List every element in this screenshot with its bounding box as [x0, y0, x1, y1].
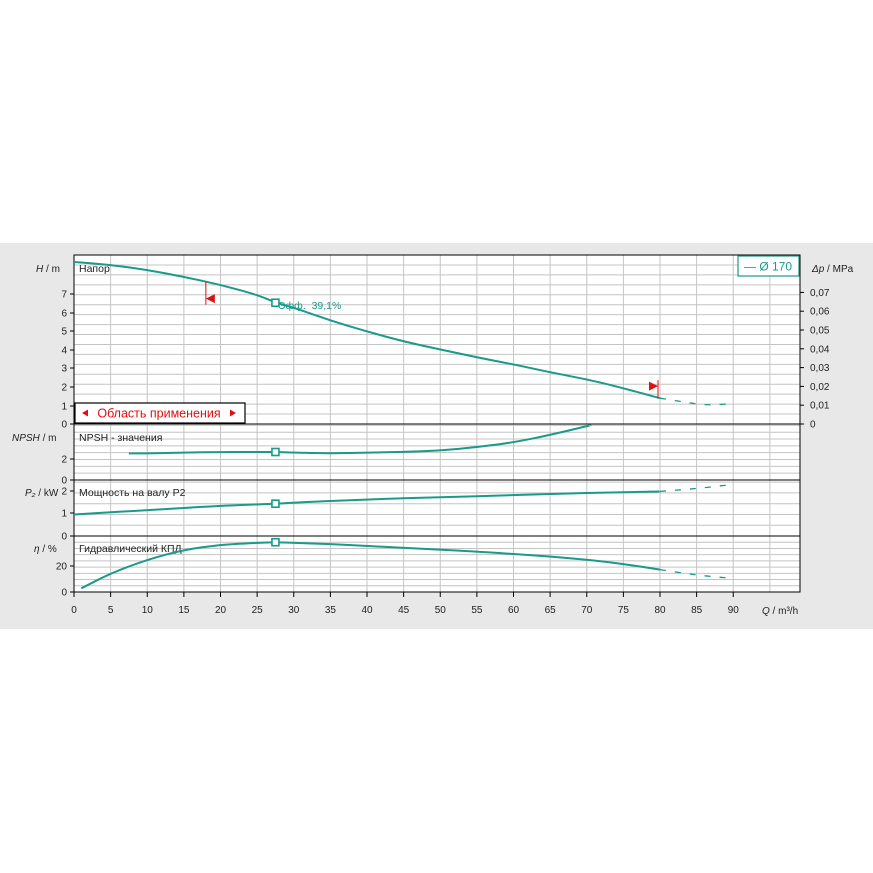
chart-legend: — Ø 170	[737, 255, 800, 277]
x-tick-label: 10	[142, 605, 154, 616]
y-tick-label-head: 0	[61, 420, 67, 431]
legend-label: — Ø 170	[744, 260, 792, 274]
y-tick-label-power: 1	[61, 509, 67, 520]
range-min-flag-icon	[205, 294, 215, 304]
x-tick-label: 65	[545, 605, 557, 616]
y-axis-label-efficiency: η / %	[34, 544, 57, 555]
y2-tick-label: 0,07	[810, 288, 830, 299]
y-tick-label-head: 7	[61, 290, 67, 301]
x-tick-label: 60	[508, 605, 520, 616]
duty-point-marker-npsh	[271, 447, 280, 457]
x-tick-label: 45	[398, 605, 410, 616]
x-tick-label: 70	[581, 605, 593, 616]
x-tick-label: 5	[108, 605, 114, 616]
application-range-label: Область применения	[97, 407, 220, 421]
panel-title-head: Напор	[79, 263, 110, 275]
y-tick-label-npsh: 2	[61, 455, 67, 466]
y2-axis-label-pressure: Δp / MPa	[811, 264, 854, 275]
x-tick-label: 50	[435, 605, 447, 616]
x-tick-label: 0	[71, 605, 77, 616]
y-tick-label-efficiency: 0	[61, 588, 67, 599]
x-axis-label: Q / m³/h	[762, 606, 798, 617]
curve-efficiency	[80, 541, 661, 590]
y2-tick-label: 0,05	[810, 326, 830, 337]
curve-head-extension	[659, 397, 734, 406]
x-tick-label: 15	[178, 605, 190, 616]
y-tick-label-npsh: 0	[61, 476, 67, 487]
y-axis-label-power: P₂ / kW	[25, 488, 59, 499]
y-tick-label-head: 6	[61, 309, 67, 320]
x-tick-label: 85	[691, 605, 703, 616]
panel-title-npsh: NPSH - значения	[79, 432, 162, 444]
y2-tick-label: 0	[810, 420, 816, 431]
application-range-box: Область применения	[74, 402, 246, 424]
curve-npsh	[128, 424, 592, 455]
x-tick-label: 30	[288, 605, 300, 616]
y-tick-label-head: 3	[61, 364, 67, 375]
duty-point-marker-head	[271, 298, 280, 308]
y-tick-label-efficiency: 20	[56, 562, 68, 573]
x-tick-label: 75	[618, 605, 630, 616]
curve-power	[73, 490, 661, 516]
x-tick-label: 80	[654, 605, 666, 616]
y-tick-label-head: 2	[61, 383, 67, 394]
y-tick-label-head: 1	[61, 402, 67, 413]
plot-area-head	[74, 255, 800, 424]
duty-point-label: Эфф. 39,1%	[278, 300, 341, 312]
y-tick-label-power: 2	[61, 487, 67, 498]
x-tick-label: 40	[361, 605, 373, 616]
y2-tick-label: 0,03	[810, 363, 830, 374]
y-axis-label-npsh: NPSH / m	[12, 433, 56, 444]
curve-power-extension	[659, 483, 734, 493]
y-tick-label-head: 4	[61, 346, 67, 357]
y2-tick-label: 0,06	[810, 307, 830, 318]
panel-title-power: Мощность на валу P2	[79, 487, 186, 499]
curve-head	[73, 261, 661, 400]
x-tick-label: 20	[215, 605, 227, 616]
curve-efficiency-extension	[659, 568, 734, 579]
duty-point-marker-power	[271, 499, 280, 508]
y-tick-label-power: 0	[61, 532, 67, 543]
range-left-arrow-icon	[82, 409, 88, 417]
y2-tick-label: 0,02	[810, 382, 830, 393]
y-tick-label-head: 5	[61, 327, 67, 338]
duty-point-marker-efficiency	[271, 537, 280, 547]
panel-border-efficiency	[73, 535, 801, 593]
y2-tick-label: 0,01	[810, 401, 830, 412]
x-tick-label: 55	[471, 605, 483, 616]
range-max-flag-icon	[649, 381, 658, 391]
y2-tick-label: 0,04	[810, 344, 830, 355]
x-tick-label: 35	[325, 605, 337, 616]
x-tick-label: 25	[252, 605, 264, 616]
plot-area-efficiency	[74, 536, 800, 592]
range-right-arrow-icon	[230, 409, 236, 417]
y-axis-label-head: H / m	[36, 264, 60, 275]
x-tick-label: 90	[728, 605, 740, 616]
panel-title-efficiency: Гидравлический КПД	[79, 543, 182, 555]
